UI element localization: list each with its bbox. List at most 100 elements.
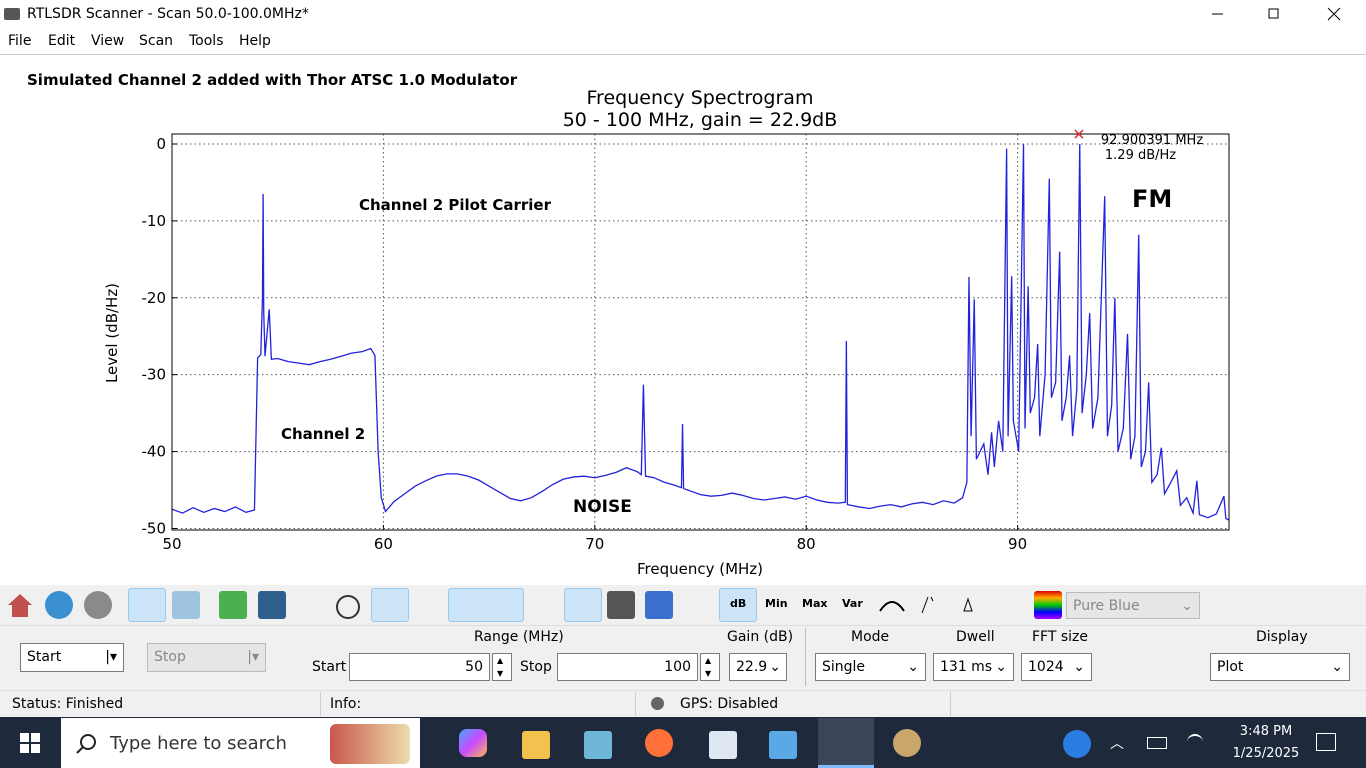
search-icon [76, 734, 96, 754]
taskbar-app[interactable] [893, 729, 921, 757]
start-spinner[interactable]: ▲ ▼ [492, 653, 512, 681]
annotation: FM [1132, 185, 1172, 213]
x-axis-label: Frequency (MHz) [637, 560, 763, 578]
stop-button: Stop |▾ [147, 643, 266, 672]
db-button-bg[interactable] [719, 588, 757, 622]
save-button[interactable] [258, 591, 286, 619]
stop-button-text: Stop [154, 649, 186, 665]
menu-item[interactable]: View [91, 33, 125, 49]
start-input[interactable]: 50 [349, 653, 490, 681]
toolbar-label[interactable]: Min [765, 597, 788, 610]
menu-item[interactable]: Scan [139, 33, 174, 49]
gain-select[interactable]: 22.9 ⌄ [729, 653, 787, 681]
y-tick-label: -50 [142, 519, 167, 537]
info-text: Info: [330, 696, 362, 712]
status-text: Status: Finished [12, 696, 124, 712]
taskbar-app-active[interactable] [818, 718, 874, 768]
display-select[interactable]: Plot ⌄ [1210, 653, 1350, 681]
menu-item[interactable]: File [8, 33, 32, 49]
y-tick-label: -20 [142, 289, 167, 307]
colormap-select[interactable]: Pure Blue ⌄ [1066, 592, 1200, 619]
home-button[interactable] [6, 591, 34, 619]
separator [320, 692, 321, 716]
forward-button[interactable] [84, 591, 112, 619]
colormap-value: Pure Blue [1073, 598, 1140, 614]
toolbar-label[interactable]: dB [730, 597, 747, 610]
dwell-value: 131 ms [940, 659, 993, 675]
tray-network[interactable] [1187, 734, 1203, 752]
start-button[interactable]: Start |▾ [20, 643, 124, 672]
menu-item[interactable]: Tools [189, 33, 224, 49]
menu-item[interactable]: Help [239, 33, 271, 49]
dwell-label: Dwell [956, 629, 995, 645]
tray-battery[interactable] [1147, 737, 1167, 749]
x-tick-label: 70 [585, 535, 604, 553]
peak-button[interactable] [564, 588, 602, 622]
taskbar-app[interactable] [522, 731, 550, 759]
colormap-icon [1034, 591, 1062, 619]
start-button-text: Start [27, 649, 62, 665]
status-bar [0, 690, 1366, 718]
back-button[interactable] [45, 591, 73, 619]
fft-select[interactable]: 1024 ⌄ [1021, 653, 1092, 681]
stop-spinner[interactable]: ▲ ▼ [700, 653, 720, 681]
toolbar-label[interactable]: Var [842, 597, 863, 610]
gain-label: Gain (dB) [727, 629, 794, 645]
stop-input[interactable]: 100 [557, 653, 698, 681]
mode-value: Single [822, 659, 866, 675]
grid-button[interactable] [371, 588, 409, 622]
marker-label: 1.29 dB/Hz [1105, 148, 1176, 163]
separator [0, 54, 1366, 55]
autoscale-buttons[interactable] [448, 588, 524, 622]
chart-title: Frequency Spectrogram [587, 87, 814, 109]
y-tick-label: -10 [142, 212, 167, 230]
x-tick-label: 60 [374, 535, 393, 553]
y-tick-label: -30 [142, 366, 167, 384]
taskbar-app[interactable] [584, 731, 612, 759]
close[interactable] [1327, 7, 1341, 21]
zoom-button[interactable] [172, 591, 200, 619]
clock-time[interactable]: 3:48 PM [1239, 724, 1293, 739]
separator [950, 692, 951, 716]
range-label: Range (MHz) [474, 629, 564, 645]
tray-icon[interactable] [1063, 730, 1091, 758]
menu-item[interactable]: Edit [48, 33, 76, 49]
taskbar-app[interactable] [645, 729, 673, 757]
taskbar-app[interactable] [459, 729, 487, 757]
restore[interactable] [1268, 8, 1279, 19]
pan-button[interactable] [128, 588, 166, 622]
subplots-button[interactable] [219, 591, 247, 619]
chart-subtitle: 50 - 100 MHz, gain = 22.9dB [563, 109, 838, 131]
toolbar-icons[interactable] [878, 593, 988, 617]
dwell-select[interactable]: 131 ms ⌄ [933, 653, 1014, 681]
y-axis-label: Level (dB/Hz) [103, 283, 121, 383]
toolbar-label[interactable]: Max [802, 597, 828, 610]
gain-value: 22.9 [736, 659, 768, 675]
notification-button[interactable] [1316, 733, 1336, 751]
toolbar: dB Min Max Var Pure Blue ⌄ [0, 585, 1366, 625]
start-label: Start [312, 659, 347, 675]
x-tick-label: 90 [1008, 535, 1027, 553]
taskbar-app[interactable] [769, 731, 797, 759]
fill-button[interactable] [645, 591, 673, 619]
stop-label: Stop [520, 659, 552, 675]
annotation: Simulated Channel 2 added with Thor ATSC… [27, 71, 518, 89]
separator [635, 692, 636, 716]
y-tick-label: -40 [142, 443, 167, 461]
start-menu[interactable] [20, 733, 40, 753]
annotation: NOISE [573, 497, 632, 517]
peak-marker [1074, 129, 1084, 139]
fft-value: 1024 [1028, 659, 1064, 675]
display-value: Plot [1217, 659, 1244, 675]
window-controls[interactable] [1190, 0, 1366, 28]
clock-date[interactable]: 1/25/2025 [1232, 746, 1300, 761]
tray-chevron[interactable]: ︿ [1110, 736, 1124, 752]
peaks-button[interactable] [607, 591, 635, 619]
taskbar-app[interactable] [709, 731, 737, 759]
mode-select[interactable]: Single ⌄ [815, 653, 926, 681]
marker-label: 92.900391 MHz [1101, 133, 1203, 148]
spectrum-line [172, 143, 1229, 521]
refresh-button[interactable] [336, 595, 360, 619]
